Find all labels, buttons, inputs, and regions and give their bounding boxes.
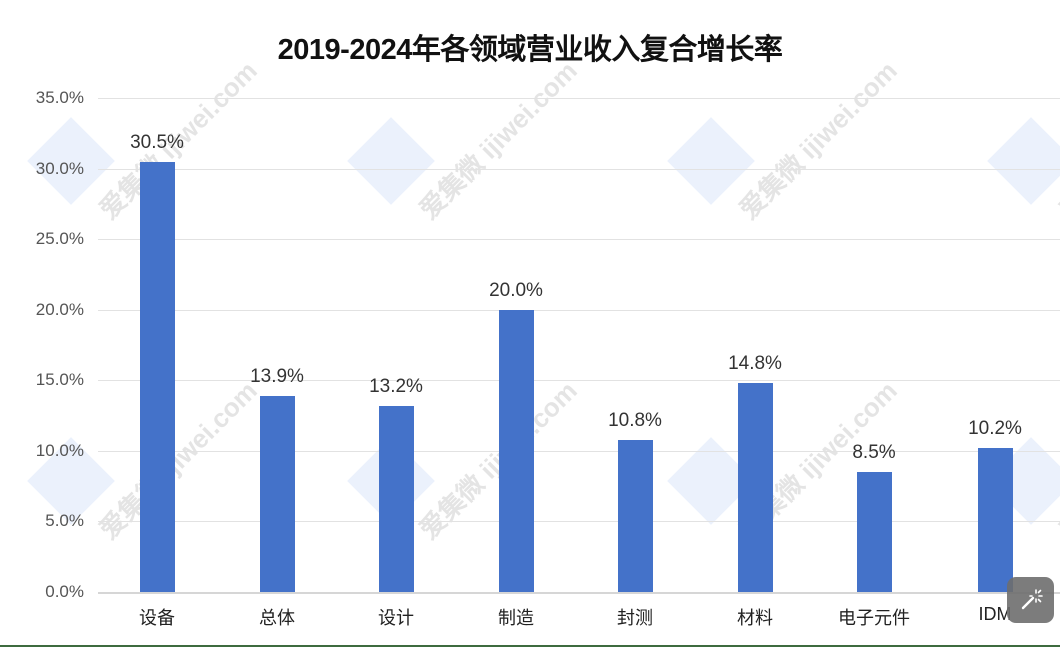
watermark-text: 爱集微 ijiwei.com — [93, 375, 263, 545]
magic-wand-button[interactable] — [1007, 577, 1054, 623]
bar-设计 — [378, 405, 414, 592]
bar-设备 — [139, 161, 175, 592]
magic-wand-icon — [1021, 589, 1043, 610]
bar-value-label: 10.2% — [968, 418, 1022, 440]
bottom-border — [0, 645, 1060, 647]
bar-value-label: 8.5% — [852, 442, 896, 464]
bar-电子元件 — [856, 472, 892, 592]
watermark-text: 爱集微 ijiwei.com — [1053, 55, 1060, 225]
x-tick-label: 设计 — [378, 608, 414, 628]
bar-value-label: 14.8% — [728, 353, 782, 375]
x-tick-label: 材料 — [737, 608, 773, 628]
y-tick-label: 35.0% — [35, 88, 84, 107]
watermark-text: 爱集微 ijiwei.com — [733, 55, 903, 225]
x-tick-label: 封测 — [617, 608, 653, 628]
chart-title: 2019-2024年各领域营业收入复合增长率 — [277, 34, 783, 66]
gridline — [98, 450, 1060, 452]
bar-封测 — [617, 439, 653, 592]
y-tick-label: 20.0% — [35, 299, 84, 319]
gridline — [98, 309, 1060, 311]
bar-总体 — [259, 395, 295, 592]
x-tick-label: 总体 — [259, 608, 295, 628]
bar-value-label: 20.0% — [489, 279, 543, 301]
x-axis-line — [98, 592, 1060, 594]
y-tick-label: 10.0% — [35, 440, 84, 460]
x-tick-label: 电子元件 — [838, 608, 910, 628]
gridline — [98, 239, 1060, 241]
gridline — [98, 521, 1060, 523]
watermark-logo-icon — [667, 117, 755, 205]
gridline — [98, 380, 1060, 382]
watermark-text: 爱集微 ijiwei.com — [413, 375, 583, 545]
watermark-logo-icon — [347, 117, 435, 205]
bar-材料 — [737, 383, 773, 592]
gridline — [98, 98, 1060, 99]
y-tick-label: 25.0% — [35, 229, 84, 249]
gridline — [98, 168, 1060, 170]
bar-IDM — [977, 448, 1013, 592]
x-tick-label: 制造 — [498, 608, 534, 628]
watermark-text: 爱集微 ijiwei.com — [1053, 375, 1060, 545]
y-tick-label: 0.0% — [45, 582, 84, 601]
bar-value-label: 13.9% — [250, 365, 304, 387]
bar-value-label: 13.2% — [369, 375, 423, 397]
y-tick-label: 30.0% — [35, 158, 84, 178]
y-tick-label: 15.0% — [35, 370, 84, 390]
bar-制造 — [498, 309, 534, 592]
x-tick-label: 设备 — [139, 608, 175, 628]
watermark-text: 爱集微 ijiwei.com — [413, 55, 583, 225]
bar-value-label: 10.8% — [608, 409, 662, 431]
watermark-logo-icon — [987, 117, 1060, 205]
x-tick-label: IDM — [978, 604, 1012, 624]
bar-value-label: 30.5% — [130, 131, 184, 153]
y-tick-label: 5.0% — [45, 511, 84, 531]
